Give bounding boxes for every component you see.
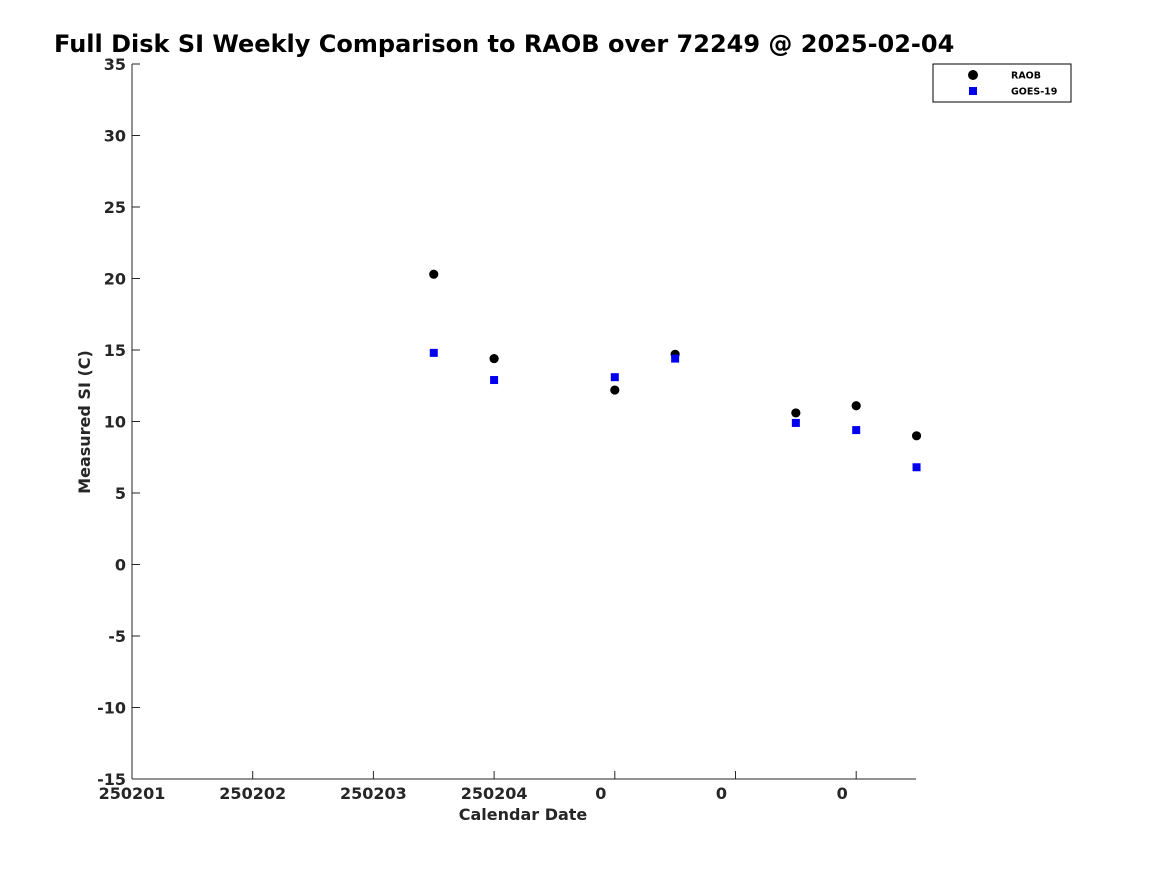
y-tick-label: 30	[104, 127, 126, 146]
raob-point	[610, 385, 620, 395]
x-tick-label: 0	[837, 784, 848, 803]
legend-label: RAOB	[1011, 71, 1041, 82]
legend-label: GOES-19	[1011, 87, 1057, 98]
y-ticks: -15 -10 -5 0 5 10 15 20 25 30 35	[97, 55, 140, 789]
x-ticks: 250201 250202 250203 250204 0 0 0	[99, 771, 857, 803]
y-tick-label: 10	[104, 413, 126, 432]
raob-point	[429, 269, 439, 279]
raob-point	[791, 408, 801, 418]
x-tick-label: 250202	[219, 784, 286, 803]
y-tick-label: -15	[97, 770, 126, 789]
y-tick-label: 35	[104, 55, 126, 74]
goes19-point	[490, 376, 499, 385]
raob-point	[911, 431, 922, 441]
x-tick-label: 250201	[99, 784, 166, 803]
x-tick-label: 0	[595, 784, 606, 803]
y-tick-label: -5	[108, 627, 126, 646]
y-tick-label: 15	[104, 341, 126, 360]
x-tick-label: 0	[716, 784, 727, 803]
chart-title: Full Disk SI Weekly Comparison to RAOB o…	[54, 30, 954, 58]
y-tick-label: 0	[115, 556, 126, 575]
raob-point	[851, 401, 861, 411]
y-tick-label: -10	[97, 699, 126, 718]
goes19-point	[852, 426, 861, 435]
goes19-point	[912, 463, 921, 472]
legend-marker-raob	[968, 70, 978, 80]
x-tick-label: 250204	[461, 784, 528, 803]
data-points	[429, 269, 922, 472]
x-tick-label: 250203	[340, 784, 407, 803]
legend-marker-goes19	[969, 87, 977, 95]
y-axis-label: Measured SI (C)	[75, 350, 94, 494]
legend-box	[932, 63, 1072, 103]
y-tick-label: 25	[104, 198, 126, 217]
goes19-point	[791, 418, 800, 427]
goes19-point	[610, 373, 619, 382]
legend: RAOB GOES-19	[932, 63, 1072, 103]
goes19-point	[671, 354, 680, 363]
goes19-point	[429, 348, 438, 357]
x-axis-label: Calendar Date	[459, 805, 588, 824]
raob-point	[489, 353, 499, 364]
y-tick-label: 20	[104, 270, 126, 289]
y-tick-label: 5	[115, 484, 126, 503]
